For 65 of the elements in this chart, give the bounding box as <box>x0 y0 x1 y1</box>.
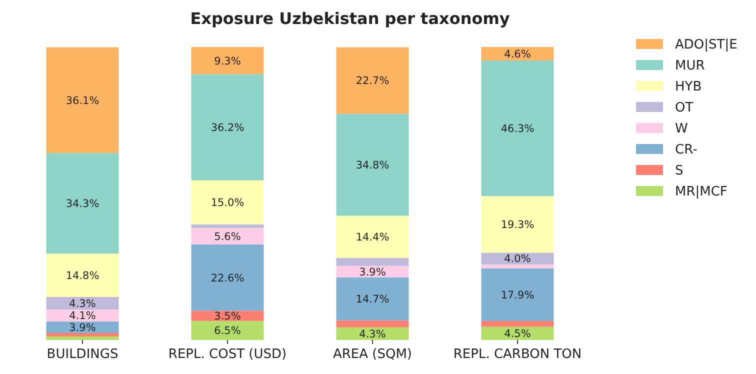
data-label: 4.6% <box>504 48 531 60</box>
legend-label: OT <box>675 100 694 116</box>
bar <box>191 47 264 74</box>
x-tick-label: AREA (SQM) <box>332 347 412 362</box>
bar <box>46 310 119 322</box>
x-tick-label: BUILDINGS <box>46 347 118 362</box>
bar <box>481 268 554 321</box>
bar <box>481 60 554 196</box>
bar <box>191 310 264 321</box>
data-label: 22.6% <box>210 272 244 284</box>
legend-label: HYB <box>675 80 702 95</box>
bar <box>336 320 409 328</box>
legend-label: S <box>675 164 684 179</box>
bar <box>481 196 554 253</box>
data-label: 17.9% <box>500 289 534 302</box>
bar <box>46 153 119 254</box>
bar <box>481 320 554 327</box>
data-label: 14.8% <box>66 270 100 282</box>
bar <box>191 180 264 224</box>
x-tick-label: REPL. CARBON TON <box>453 347 582 362</box>
bar <box>191 228 264 244</box>
data-label: 4.3% <box>359 328 386 340</box>
legend-label: MUR <box>675 58 705 74</box>
data-label: 4.3% <box>69 298 96 310</box>
legend-label: ADO|ST|E <box>675 38 738 53</box>
data-label: 14.4% <box>356 232 390 244</box>
data-label: 6.5% <box>214 325 241 338</box>
bar <box>46 47 119 154</box>
data-label: 4.5% <box>504 328 531 340</box>
bar <box>481 47 554 60</box>
data-label: 46.3% <box>500 122 534 135</box>
bar <box>336 47 409 114</box>
bar <box>191 224 264 228</box>
data-label: 3.9% <box>69 322 96 334</box>
legend-label: CR- <box>675 142 698 158</box>
chart-title: Exposure Uzbekistan per taxonomy <box>190 9 510 28</box>
data-label: 36.2% <box>210 122 244 134</box>
data-label: 34.8% <box>356 159 390 172</box>
legend-label: W <box>675 122 688 137</box>
data-label: 3.5% <box>214 310 241 323</box>
data-label: 22.7% <box>356 75 390 88</box>
bar <box>191 244 264 311</box>
legend-label: MR|MCF <box>675 184 728 200</box>
data-label: 36.1% <box>66 94 100 107</box>
bar <box>481 252 554 264</box>
data-label: 5.6% <box>214 230 241 243</box>
bar <box>336 277 409 320</box>
bar <box>336 258 409 266</box>
data-label: 19.3% <box>500 219 534 232</box>
bar <box>46 254 119 297</box>
data-label: 34.3% <box>66 198 100 210</box>
bar <box>481 264 554 269</box>
data-label: 14.7% <box>356 294 390 306</box>
bar <box>191 74 264 180</box>
data-label: 9.3% <box>214 55 241 68</box>
bar <box>336 216 409 258</box>
bar <box>191 320 264 340</box>
data-label: 15.0% <box>210 196 244 209</box>
bar <box>46 336 119 340</box>
x-tick-label: REPL. COST (USD) <box>168 347 287 362</box>
bar <box>46 332 119 336</box>
bar <box>336 114 409 216</box>
data-label: 4.0% <box>504 253 531 266</box>
data-label: 4.1% <box>69 310 96 322</box>
data-label: 3.9% <box>359 266 386 278</box>
